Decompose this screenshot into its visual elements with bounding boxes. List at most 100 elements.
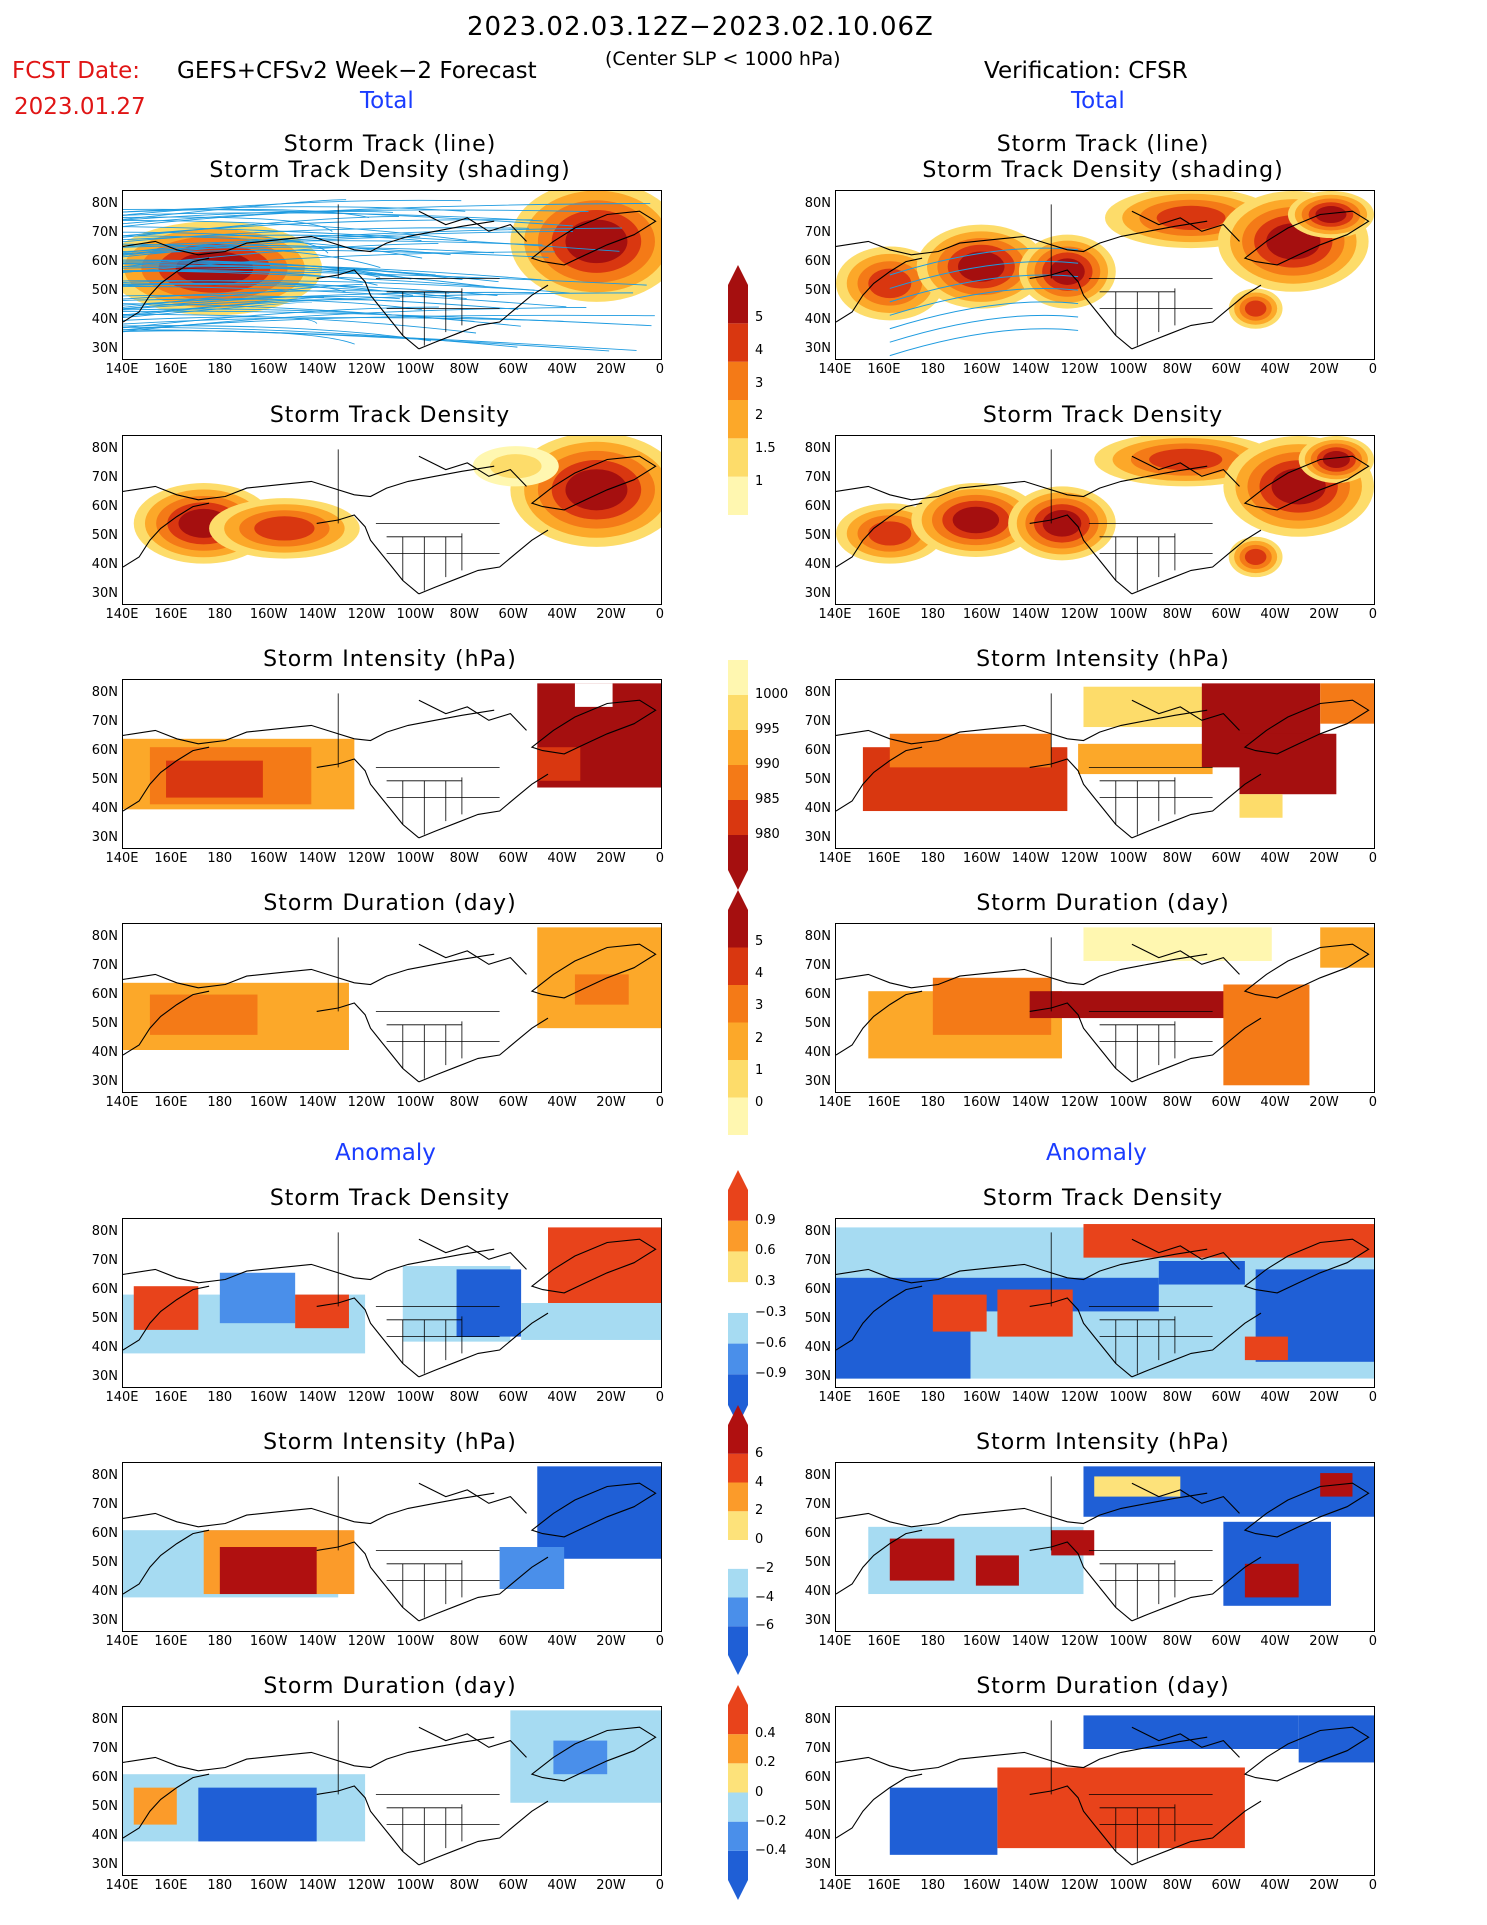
lon-tick-label: 40W	[1255, 1634, 1295, 1649]
lon-tick-label: 0	[1353, 1878, 1393, 1893]
lon-tick-label: 80W	[444, 851, 484, 866]
lat-tick-label: 40N	[84, 557, 118, 572]
colorbar-tick-label: 1000	[755, 687, 788, 702]
colorbar-swatch	[728, 1190, 748, 1221]
intensity-cell	[1240, 734, 1337, 794]
duration-cell	[1083, 927, 1271, 961]
lon-tick-label: 160E	[151, 1878, 191, 1893]
colorbar-arrow-top	[728, 1170, 748, 1190]
lat-tick-label: 70N	[84, 225, 118, 240]
title-anom-intensity-left: Storm Intensity (hPa)	[140, 1430, 640, 1455]
map-density-forecast	[122, 435, 662, 605]
anomaly-cell	[548, 1227, 661, 1303]
duration-cell	[150, 995, 258, 1035]
colorbar-tick-label: 4	[755, 966, 763, 981]
lat-tick-label: 40N	[797, 1828, 831, 1843]
colorbar-tick-label: 3	[755, 376, 763, 391]
lon-tick-label: 160W	[962, 1390, 1002, 1405]
title-duration-right: Storm Duration (day)	[853, 891, 1353, 916]
colorbar-swatch	[728, 1763, 748, 1792]
map-anom-duration-verification	[835, 1706, 1375, 1876]
anomaly-cell	[1245, 1564, 1299, 1598]
lon-tick-label: 20W	[591, 362, 631, 377]
lon-tick-label: 140E	[815, 362, 855, 377]
lon-tick-label: 60W	[1206, 1634, 1246, 1649]
lat-tick-label: 50N	[84, 1555, 118, 1570]
colorbar-tick-label: −6	[755, 1618, 774, 1633]
colorbar-tick-label: 0.3	[755, 1274, 776, 1289]
duration-cell	[1320, 927, 1374, 967]
title-anom-intensity-right: Storm Intensity (hPa)	[853, 1430, 1353, 1455]
lon-tick-label: 60W	[1206, 851, 1246, 866]
lat-tick-label: 80N	[797, 196, 831, 211]
lon-tick-label: 160E	[864, 1634, 904, 1649]
lon-tick-label: 120W	[1060, 851, 1100, 866]
density-blob	[1245, 549, 1267, 565]
lon-tick-label: 100W	[395, 1390, 435, 1405]
colorbar-swatch	[728, 323, 748, 361]
lat-tick-label: 80N	[84, 929, 118, 944]
colorbar-tick-label: −0.9	[755, 1366, 787, 1381]
lon-tick-label: 140W	[298, 1390, 338, 1405]
title-track-line-right: Storm Track (line)	[853, 132, 1353, 157]
coastline	[123, 710, 494, 744]
lon-tick-label: 100W	[1108, 1634, 1148, 1649]
lon-tick-label: 60W	[493, 1390, 533, 1405]
density-blob	[1157, 206, 1226, 230]
anomaly-cell	[553, 1741, 607, 1775]
colorbar-swatch	[728, 362, 748, 400]
lat-tick-label: 70N	[797, 958, 831, 973]
lon-tick-label: 40W	[542, 362, 582, 377]
colorbar-swatch	[728, 1734, 748, 1763]
lon-tick-label: 80W	[1157, 362, 1197, 377]
colorbar-tick-label: 3	[755, 998, 763, 1013]
lat-tick-label: 40N	[797, 312, 831, 327]
colorbar-tick-label: 4	[755, 343, 763, 358]
coastline	[419, 530, 548, 594]
colorbar-swatch	[728, 1313, 748, 1344]
colorbar-tick-label: 980	[755, 827, 780, 842]
anomaly-cell	[198, 1788, 316, 1842]
lon-tick-label: 160E	[864, 362, 904, 377]
density-blob	[953, 507, 999, 534]
lat-tick-label: 30N	[797, 586, 831, 601]
lat-tick-label: 30N	[84, 341, 118, 356]
colorbar-swatch	[728, 1023, 748, 1061]
lat-tick-label: 40N	[84, 801, 118, 816]
lon-tick-label: 100W	[1108, 1095, 1148, 1110]
colorbar-swatch	[728, 1540, 748, 1569]
lon-tick-label: 180	[913, 1390, 953, 1405]
lon-tick-label: 180	[913, 607, 953, 622]
lat-tick-label: 60N	[797, 987, 831, 1002]
lat-tick-label: 60N	[84, 499, 118, 514]
lon-tick-label: 140W	[1011, 1390, 1051, 1405]
title-anom-duration-right: Storm Duration (day)	[853, 1674, 1353, 1699]
lon-tick-label: 0	[640, 1390, 680, 1405]
lon-tick-label: 0	[1353, 1634, 1393, 1649]
lon-tick-label: 140E	[815, 1390, 855, 1405]
intensity-cell	[1240, 794, 1283, 818]
lat-tick-label: 50N	[84, 528, 118, 543]
lon-tick-label: 160E	[864, 1095, 904, 1110]
lon-tick-label: 120W	[1060, 1095, 1100, 1110]
title-anom-density-right: Storm Track Density	[853, 1186, 1353, 1211]
lon-tick-label: 40W	[542, 1095, 582, 1110]
lat-tick-label: 50N	[797, 772, 831, 787]
lon-tick-label: 140W	[298, 851, 338, 866]
colorbar-tick-label: 0	[755, 1532, 763, 1547]
colorbar-tick-label: 5	[755, 934, 763, 949]
lat-tick-label: 70N	[84, 958, 118, 973]
colorbar-intensity-total	[727, 640, 749, 894]
lat-tick-label: 40N	[84, 1045, 118, 1060]
colorbar-tick-label: 990	[755, 757, 780, 772]
colorbar-tick-label: −0.4	[755, 1843, 787, 1858]
lon-tick-label: 160E	[151, 1390, 191, 1405]
colorbar-swatch	[728, 1425, 748, 1454]
lon-tick-label: 120W	[347, 362, 387, 377]
density-blob	[565, 469, 627, 510]
lon-tick-label: 140E	[815, 1878, 855, 1893]
coastline	[419, 700, 527, 730]
lon-tick-label: 140E	[102, 851, 142, 866]
colorbar-tick-label: 985	[755, 792, 780, 807]
lon-tick-label: 140W	[1011, 1634, 1051, 1649]
